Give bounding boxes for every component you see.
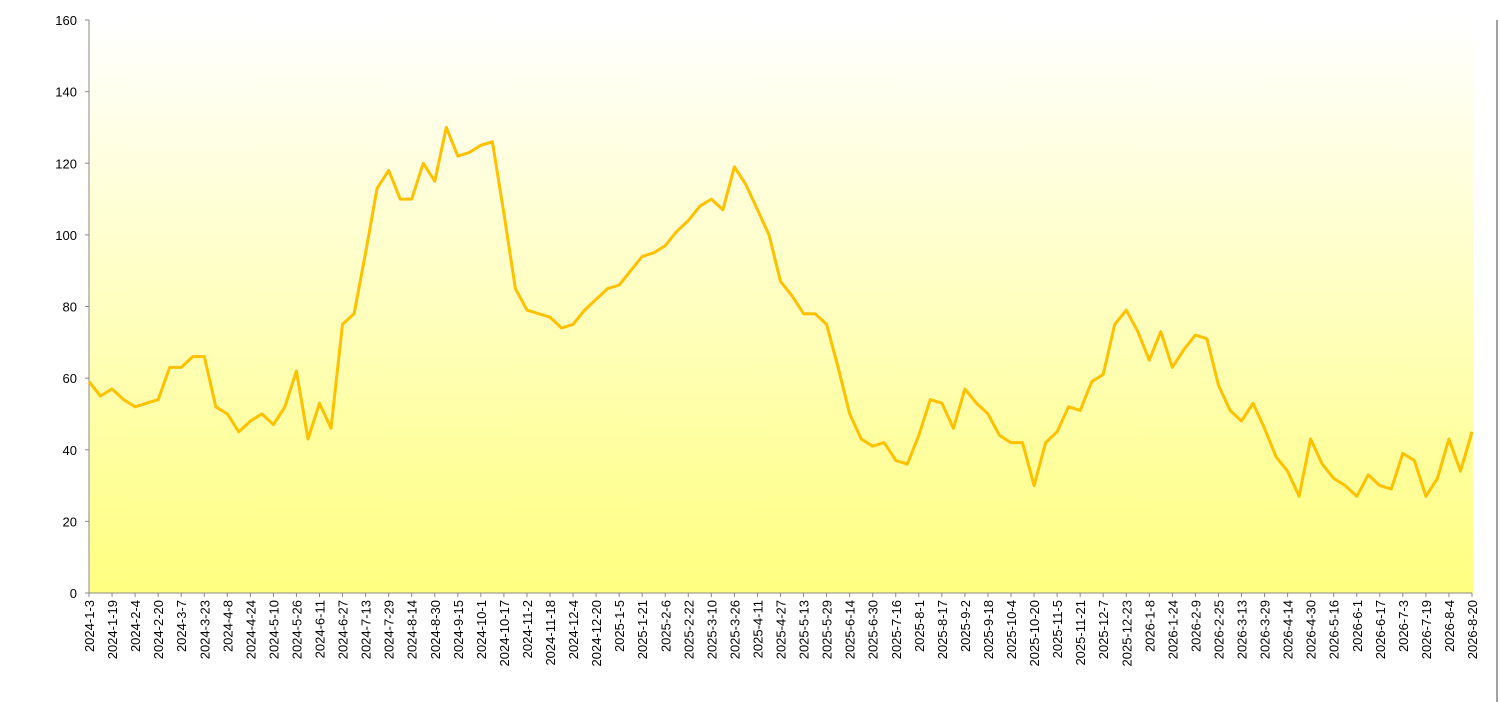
x-tick-label: 2025-1-5 [612, 600, 627, 652]
x-tick-label: 2024-2-20 [151, 600, 166, 659]
x-tick-label: 2026-7-3 [1396, 600, 1411, 652]
x-tick-label: 2025-1-21 [635, 600, 650, 659]
x-tick-label: 2024-2-4 [128, 600, 143, 652]
x-tick-label: 2026-3-13 [1235, 600, 1250, 659]
x-tick-label: 2024-6-11 [313, 600, 328, 658]
x-tick-label: 2024-7-13 [359, 600, 374, 659]
y-tick-label: 160 [55, 13, 77, 28]
y-tick-label: 0 [70, 586, 77, 601]
x-tick-label: 2025-5-13 [797, 600, 812, 659]
x-tick-label: 2025-12-23 [1119, 600, 1134, 667]
x-tick-label: 2024-11-2 [520, 600, 535, 658]
x-tick-label: 2025-5-29 [820, 600, 835, 659]
x-tick-label: 2024-9-15 [451, 600, 466, 659]
x-tick-label: 2024-3-7 [174, 600, 189, 652]
y-tick-label: 120 [55, 156, 77, 171]
x-tick-label: 2024-8-14 [405, 600, 420, 659]
x-tick-label: 2025-11-21 [1073, 600, 1088, 666]
x-tick-label: 2026-1-24 [1165, 600, 1180, 659]
x-tick-label: 2026-6-1 [1350, 600, 1365, 652]
x-tick-label: 2026-2-25 [1211, 600, 1226, 659]
x-tick-label: 2026-4-30 [1304, 600, 1319, 659]
x-tick-label: 2024-5-10 [266, 600, 281, 659]
x-tick-label: 2025-10-4 [1004, 600, 1019, 659]
x-tick-label: 2025-12-7 [1096, 600, 1111, 659]
x-tick-label: 2025-2-6 [658, 600, 673, 652]
x-tick-label: 2024-8-30 [428, 600, 443, 659]
x-tick-label: 2025-4-11 [750, 600, 765, 658]
x-tick-label: 2025-10-20 [1027, 600, 1042, 667]
x-tick-label: 2025-9-2 [958, 600, 973, 652]
x-tick-label: 2024-1-19 [105, 600, 120, 659]
x-tick-label: 2024-7-29 [382, 600, 397, 659]
x-tick-label: 2024-5-26 [289, 600, 304, 659]
x-tick-label: 2024-12-4 [566, 600, 581, 659]
x-tick-label: 2024-10-1 [474, 600, 489, 659]
x-tick-label: 2024-3-23 [197, 600, 212, 659]
x-tick-label: 2026-1-8 [1142, 600, 1157, 652]
y-tick-label: 100 [55, 228, 77, 243]
x-tick-label: 2025-3-10 [704, 600, 719, 659]
x-tick-label: 2024-1-3 [82, 600, 97, 652]
x-tick-label: 2024-4-8 [220, 600, 235, 652]
x-tick-label: 2026-4-14 [1281, 600, 1296, 659]
x-tick-label: 2026-3-29 [1258, 600, 1273, 659]
x-tick-label: 2025-2-22 [681, 600, 696, 659]
y-tick-label: 20 [63, 514, 77, 529]
x-tick-label: 2026-7-19 [1419, 600, 1434, 659]
x-tick-label: 2025-6-14 [843, 600, 858, 659]
x-tick-label: 2025-11-5 [1050, 600, 1065, 658]
x-tick-label: 2026-2-9 [1188, 600, 1203, 652]
x-tick-label: 2025-4-27 [774, 600, 789, 659]
x-tick-label: 2024-11-18 [543, 600, 558, 666]
y-tick-label: 80 [63, 300, 77, 315]
y-tick-label: 60 [63, 371, 77, 386]
series-line [87, 125, 1474, 498]
x-tick-label: 2025-7-16 [889, 600, 904, 659]
x-tick-label: 2024-4-24 [243, 600, 258, 659]
x-tick-label: 2026-5-16 [1327, 600, 1342, 659]
x-tick-label: 2025-8-17 [935, 600, 950, 659]
y-tick-label: 40 [63, 443, 77, 458]
x-tick-label: 2024-6-27 [336, 600, 351, 659]
x-tick-label: 2025-3-26 [727, 600, 742, 659]
x-tick-label: 2026-8-20 [1465, 600, 1480, 659]
x-tick-label: 2026-6-17 [1373, 600, 1388, 659]
x-tick-label: 2025-9-18 [981, 600, 996, 659]
x-tick-label: 2024-12-20 [589, 600, 604, 667]
x-tick-label: 2024-10-17 [497, 600, 512, 667]
x-tick-label: 2025-8-1 [912, 600, 927, 652]
x-tick-label: 2026-8-4 [1442, 600, 1457, 652]
y-tick-label: 140 [55, 85, 77, 100]
plot-area [89, 20, 1473, 593]
x-tick-label: 2025-6-30 [866, 600, 881, 659]
